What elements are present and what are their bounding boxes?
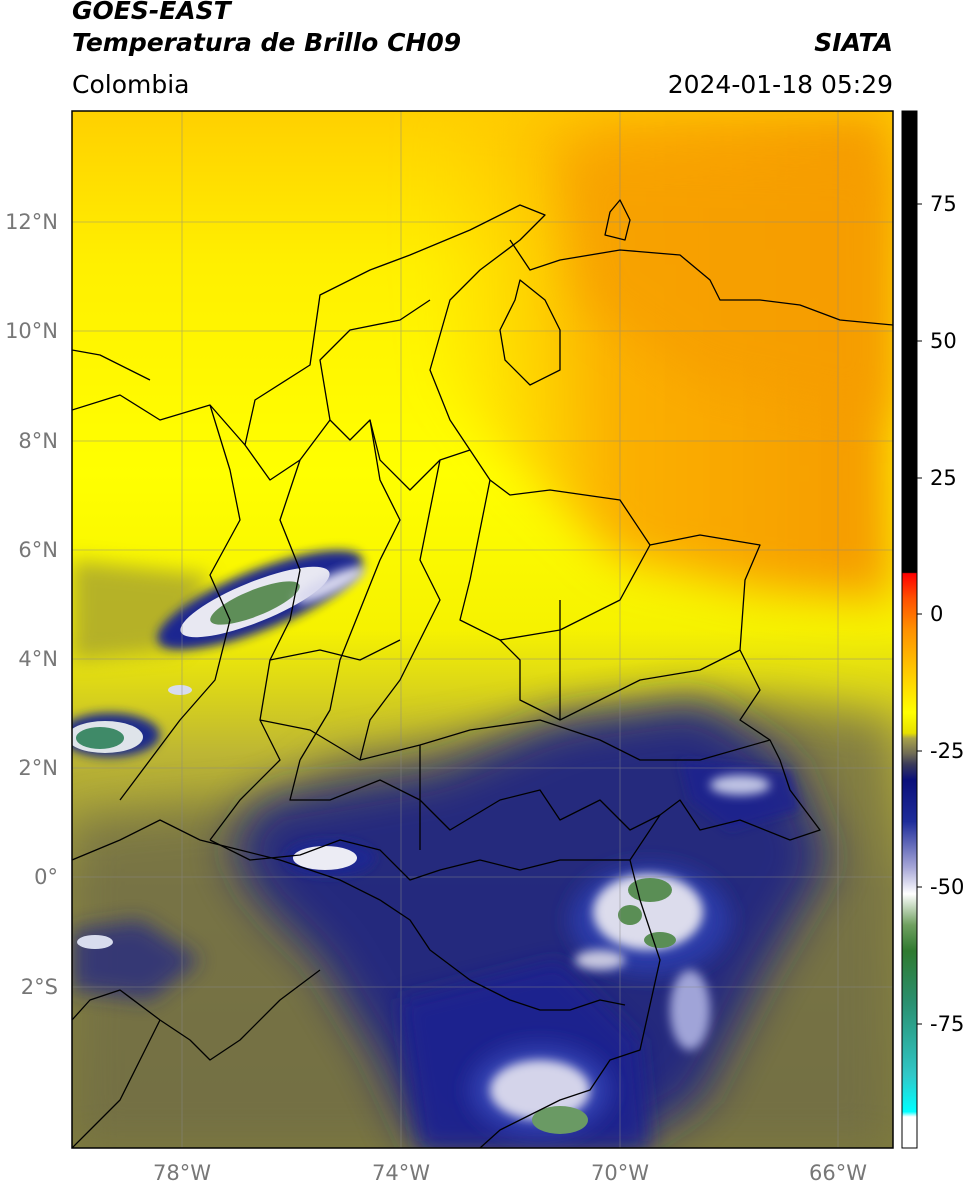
- lat-tick-label: 12°N: [5, 210, 58, 234]
- datetime-label: 2024-01-18 05:29: [667, 70, 893, 99]
- lat-tick-label: 4°N: [18, 647, 58, 671]
- lat-tick-label: 2°N: [18, 756, 58, 780]
- colorbar-tick-label: -75: [930, 1012, 964, 1036]
- agency-label: SIATA: [814, 28, 893, 57]
- lon-tick-label: 78°W: [153, 1161, 211, 1185]
- cloud-cluster-east: [77, 685, 770, 949]
- gridlines: [72, 111, 893, 1148]
- colorbar-tick-label: -25: [930, 739, 964, 763]
- lon-tick-label: 70°W: [591, 1161, 649, 1185]
- lat-tick-label: 8°N: [18, 429, 58, 453]
- lat-tick-label: 0°: [34, 865, 58, 889]
- lat-tick-label: 10°N: [5, 319, 58, 343]
- satellite-title: GOES-EAST: [72, 0, 231, 25]
- colorbar: 75 50 25 0 -25 -50 -75: [901, 110, 964, 1149]
- cloud-cluster-pacific: [72, 713, 160, 757]
- colorbar-tick-label: 75: [930, 192, 957, 216]
- cloud-cluster-amazon: [470, 865, 730, 1135]
- cloud-cluster-west: [157, 550, 365, 650]
- colorbar-scale: [901, 110, 918, 1149]
- lat-tick-label: 2°S: [21, 975, 58, 999]
- colorbar-tick-label: 25: [930, 466, 957, 490]
- lon-tick-label: 66°W: [809, 1161, 867, 1185]
- colorbar-tick-label: 50: [930, 329, 957, 353]
- colorbar-tick-label: -50: [930, 875, 964, 899]
- product-title: Temperatura de Brillo CH09: [72, 28, 462, 57]
- temperature-field: [72, 111, 893, 1148]
- lat-tick-label: 6°N: [18, 538, 58, 562]
- latitude-axis: 12°N 10°N 8°N 6°N 4°N 2°N 0° 2°S: [5, 210, 58, 999]
- longitude-axis: 78°W 74°W 70°W 66°W: [153, 1161, 867, 1185]
- colorbar-tick-label: 0: [930, 602, 943, 626]
- map-frame: [71, 110, 894, 1149]
- region-label: Colombia: [72, 70, 190, 99]
- lon-tick-label: 74°W: [372, 1161, 430, 1185]
- boundaries: [72, 199, 893, 1148]
